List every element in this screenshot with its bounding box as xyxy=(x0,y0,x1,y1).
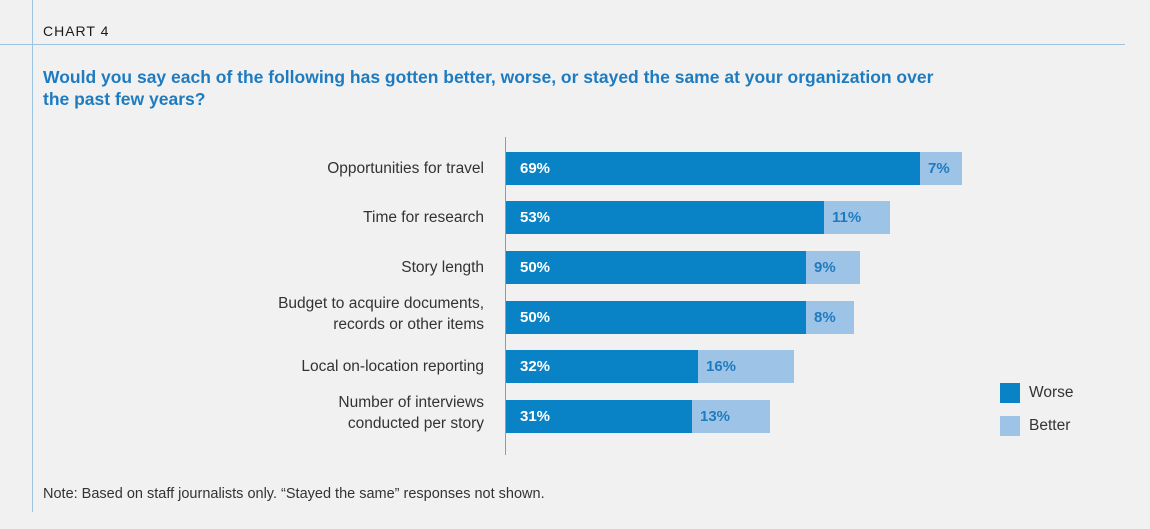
category-label: Time for research xyxy=(164,207,484,228)
category-axis-line xyxy=(505,137,506,455)
data-label-worse: 31% xyxy=(520,408,551,425)
category-label-line: conducted per story xyxy=(347,414,484,432)
legend-item-better: Better xyxy=(1000,409,1074,442)
category-label: Local on-location reporting xyxy=(164,356,484,377)
category-label: Opportunities for travel xyxy=(164,158,484,179)
bar-better xyxy=(920,152,962,185)
data-label-worse: 53% xyxy=(520,209,551,226)
footnote: Note: Based on staff journalists only. “… xyxy=(43,486,545,502)
legend: Worse Better xyxy=(1000,376,1074,442)
category-label-line: Opportunities for travel xyxy=(327,160,484,177)
legend-label-better: Better xyxy=(1029,416,1071,434)
category-label-line: Number of interviews xyxy=(338,393,484,411)
chart-title: Would you say each of the following has … xyxy=(43,67,934,109)
data-label-worse: 69% xyxy=(520,160,551,177)
data-label-better: 11% xyxy=(832,209,862,226)
bar-worse xyxy=(506,301,806,334)
data-label-better: 7% xyxy=(928,160,950,177)
category-label: Number of interviews conducted per story xyxy=(164,392,484,434)
category-label-line: Story length xyxy=(401,259,484,276)
data-label-worse: 50% xyxy=(520,309,551,326)
bar-worse xyxy=(506,400,692,433)
data-label-better: 9% xyxy=(814,259,836,276)
frame-vertical-rule xyxy=(32,0,33,512)
bar-better xyxy=(692,400,770,433)
bar-worse xyxy=(506,152,920,185)
legend-item-worse: Worse xyxy=(1000,376,1074,409)
bar-better xyxy=(824,201,890,234)
chart-number-label: CHART 4 xyxy=(43,23,110,39)
bar-worse xyxy=(506,201,824,234)
bar-better xyxy=(698,350,794,383)
data-label-worse: 50% xyxy=(520,259,551,276)
bar-worse xyxy=(506,251,806,284)
legend-swatch-better xyxy=(1000,415,1020,436)
legend-swatch-worse xyxy=(1000,382,1020,403)
bar-better xyxy=(806,251,860,284)
category-label-line: Local on-location reporting xyxy=(301,358,484,375)
bar-worse xyxy=(506,350,698,383)
data-label-better: 16% xyxy=(706,358,737,375)
category-label: Budget to acquire documents, records or o… xyxy=(164,293,484,335)
category-label-line: records or other items xyxy=(333,315,484,333)
category-label-line: Time for research xyxy=(363,209,484,226)
category-label-line: Budget to acquire documents, xyxy=(278,294,484,312)
bar-better xyxy=(806,301,854,334)
data-label-worse: 32% xyxy=(520,358,551,375)
frame-horizontal-rule xyxy=(0,44,1125,45)
legend-label-worse: Worse xyxy=(1029,383,1074,401)
data-label-better: 13% xyxy=(700,408,731,425)
category-label: Story length xyxy=(164,257,484,278)
data-label-better: 8% xyxy=(814,309,836,326)
